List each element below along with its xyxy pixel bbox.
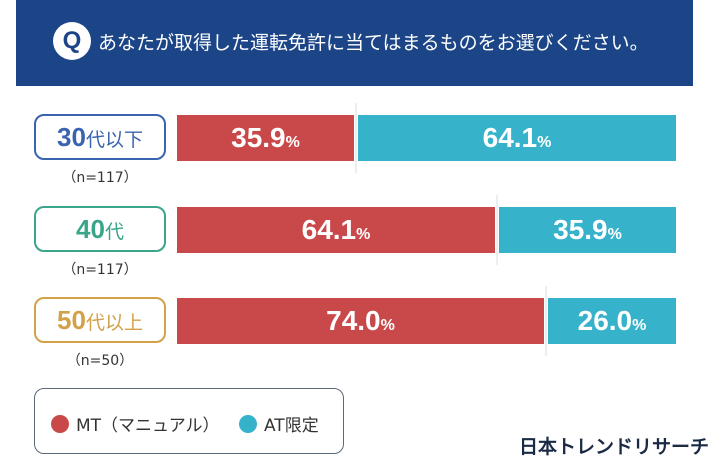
bar-value-label: 26.0 <box>577 305 633 336</box>
percent-sign: % <box>380 317 395 334</box>
percent-sign: % <box>632 317 647 334</box>
sample-size-label: （n=50） <box>66 353 134 369</box>
category-label-2: 50代以上 <box>34 297 166 343</box>
percent-sign: % <box>356 226 371 243</box>
category-number: 40 <box>76 214 105 244</box>
question-text: あなたが取得した運転免許に当てはまるものをお選びください。 <box>98 32 649 54</box>
legend-item-mt: MT（マニュアル） <box>51 411 220 436</box>
legend-item-at: AT限定 <box>239 411 319 436</box>
bar-divider <box>545 286 547 356</box>
legend-at-label: AT限定 <box>264 416 319 436</box>
category-suffix: 代以下 <box>85 129 143 151</box>
category-number: 30 <box>57 122 86 152</box>
legend: MT（マニュアル） AT限定 <box>34 388 344 454</box>
bar-divider <box>355 103 357 173</box>
category-number: 50 <box>57 305 86 335</box>
bar-value-label: 64.1 <box>482 122 538 153</box>
bar-divider <box>496 195 498 265</box>
bar-value-label: 35.9 <box>553 214 608 245</box>
sample-size-label: （n=117） <box>62 262 138 278</box>
bar-value-label: 35.9 <box>231 122 286 153</box>
question-header: Q あなたが取得した運転免許に当てはまるものをお選びください。 <box>16 0 693 86</box>
percent-sign: % <box>607 226 622 243</box>
mt-bar-1: 64.1% <box>177 207 495 253</box>
percent-sign: % <box>285 134 300 151</box>
category-label-0: 30代以下 <box>34 114 166 160</box>
category-label-1: 40代 <box>34 206 166 252</box>
at-color-dot-icon <box>239 414 257 433</box>
mt-color-dot-icon <box>51 414 69 433</box>
percent-sign: % <box>537 134 552 151</box>
at-bar-2: 26.0% <box>548 298 676 344</box>
q-icon: Q <box>53 22 91 60</box>
at-bar-0: 64.1% <box>358 115 676 161</box>
legend-mt-label: MT（マニュアル） <box>76 416 220 436</box>
bar-value-label: 64.1 <box>301 214 357 245</box>
mt-bar-2: 74.0% <box>177 298 544 344</box>
at-bar-1: 35.9% <box>499 207 676 253</box>
mt-bar-0: 35.9% <box>177 115 354 161</box>
category-suffix: 代以上 <box>85 312 143 334</box>
category-suffix: 代 <box>104 221 124 243</box>
sample-size-label: （n=117） <box>62 170 138 186</box>
brand-logo: 日本トレンドリサーチ <box>519 436 710 458</box>
bar-value-label: 74.0 <box>326 305 381 336</box>
